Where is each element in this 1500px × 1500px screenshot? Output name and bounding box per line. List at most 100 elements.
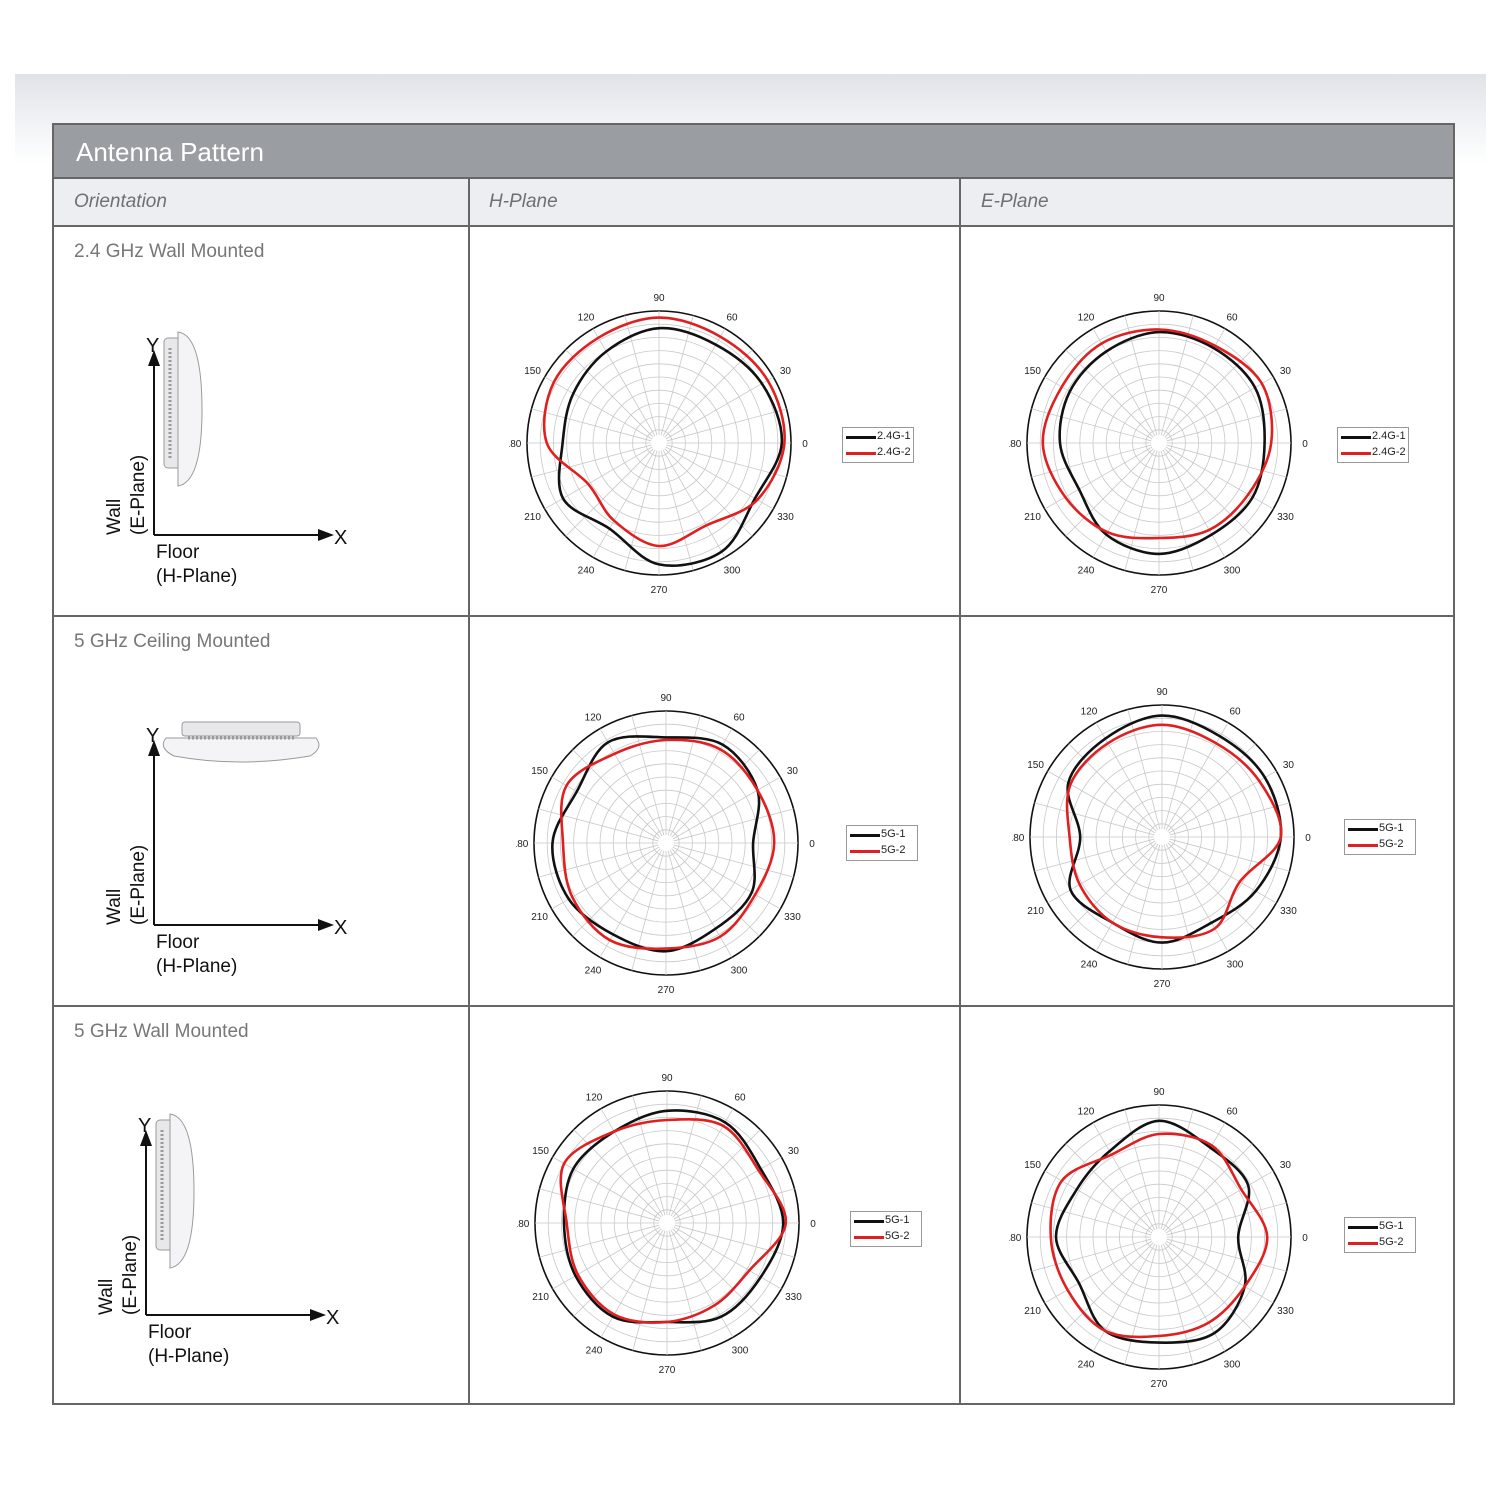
polar-angle-label: 60 xyxy=(734,1093,746,1104)
legend: 5G-1 5G-2 xyxy=(850,1211,922,1247)
polar-angle-label: 0 xyxy=(810,1219,816,1230)
legend-label: 2.4G-1 xyxy=(877,430,911,442)
polar-angle-label: 120 xyxy=(585,713,602,724)
polar-grid-spoke xyxy=(599,728,663,837)
polar-angle-label: 210 xyxy=(1024,1306,1041,1317)
polar-grid-spoke xyxy=(673,844,794,878)
polar-grid-spoke xyxy=(1065,1143,1154,1232)
polar-grid-spoke xyxy=(1124,315,1158,436)
polar-grid-spoke xyxy=(660,315,694,436)
polar-grid-spoke xyxy=(667,850,701,971)
polar-grid-spoke xyxy=(632,1230,666,1351)
legend-label: 5G-1 xyxy=(881,828,906,840)
polar-grid-spoke xyxy=(1165,376,1274,440)
polar-angle-label: 90 xyxy=(661,1073,673,1084)
floor-label: Floor xyxy=(148,1322,192,1343)
polar-angle-label: 180 xyxy=(516,839,529,850)
x-axis-label: X xyxy=(334,527,347,549)
polar-grid-spoke xyxy=(631,715,665,836)
polar-series-trace-1 xyxy=(1058,330,1266,556)
polar-grid-spoke xyxy=(669,849,733,958)
polar-grid-spoke xyxy=(632,1095,666,1216)
polar-grid-spoke xyxy=(573,1228,662,1317)
polar-grid-spoke xyxy=(669,728,733,837)
polar-grid-spoke xyxy=(674,1188,795,1222)
polar-angle-label: 300 xyxy=(731,965,748,976)
polar-angle-label: 150 xyxy=(1024,366,1041,377)
polar-grid-spoke xyxy=(1165,1240,1274,1304)
polar-angle-label: 0 xyxy=(809,839,815,850)
polar-angle-label: 330 xyxy=(784,912,801,923)
polar-angle-label: 300 xyxy=(724,565,741,576)
legend-label: 2.4G-2 xyxy=(1372,446,1406,458)
polar-angle-label: 330 xyxy=(1277,512,1294,523)
polar-series-trace-1 xyxy=(557,326,784,567)
legend: 2.4G-1 2.4G-2 xyxy=(1337,427,1409,463)
polar-grid-spoke xyxy=(662,449,726,558)
y-axis-label: Y xyxy=(146,335,159,357)
polar-grid-spoke xyxy=(1163,709,1197,830)
polar-angle-label: 120 xyxy=(586,1093,603,1104)
polar-chart-5ghz-wall-h-plane: 0 30 60 90 120 150 180 210 240 270 300 330 xyxy=(517,1073,816,1373)
polar-series-trace-2 xyxy=(559,738,776,951)
polar-angle-label: 30 xyxy=(1280,366,1292,377)
x-axis-arrow-icon xyxy=(318,919,334,931)
legend-swatch-series-2 xyxy=(854,1236,884,1239)
polar-grid-spoke xyxy=(539,1188,660,1222)
polar-series-trace-2 xyxy=(559,1117,788,1324)
wall-label: Wall xyxy=(104,499,125,535)
polar-angle-label: 150 xyxy=(1027,760,1044,771)
polar-angle-label: 150 xyxy=(524,366,541,377)
polar-angle-label: 60 xyxy=(733,713,745,724)
legend-swatch-series-2 xyxy=(1348,844,1378,847)
legend-swatch-series-2 xyxy=(1341,452,1371,455)
legend: 5G-1 5G-2 xyxy=(1344,1217,1416,1253)
polar-angle-label: 330 xyxy=(1277,1306,1294,1317)
row-divider xyxy=(54,615,1453,617)
polar-grid-spoke xyxy=(539,1224,660,1258)
polar-grid-spoke xyxy=(1124,450,1158,571)
polar-angle-label: 0 xyxy=(1302,1233,1308,1244)
polar-chart-2-4ghz-e-plane: 0 30 60 90 120 150 180 210 240 270 300 330 xyxy=(1009,293,1308,593)
y-axis-label: Y xyxy=(138,1115,151,1137)
polar-angle-label: 150 xyxy=(1024,1160,1041,1171)
polar-angle-label: 0 xyxy=(802,439,808,450)
polar-angle-label: 270 xyxy=(658,985,675,993)
polar-angle-label: 150 xyxy=(531,766,548,777)
polar-grid-spoke xyxy=(1160,450,1194,571)
polar-angle-label: 60 xyxy=(1226,1107,1238,1118)
polar-grid-spoke xyxy=(1167,842,1256,931)
polar-grid-spoke xyxy=(664,349,753,438)
polar-grid-spoke xyxy=(1034,838,1155,872)
polar-grid-spoke xyxy=(1168,840,1277,904)
polar-grid-spoke xyxy=(662,328,726,437)
e-plane-label: (E-Plane) xyxy=(120,1235,141,1315)
legend-label: 2.4G-2 xyxy=(877,446,911,458)
polar-angle-label: 90 xyxy=(1153,1087,1165,1098)
polar-grid-spoke xyxy=(672,846,781,910)
x-axis-label: X xyxy=(326,1307,339,1329)
polar-grid-spoke xyxy=(624,450,658,571)
polar-grid-spoke xyxy=(1169,838,1290,872)
legend-swatch-series-1 xyxy=(846,436,876,439)
legend-label: 5G-2 xyxy=(1379,1236,1404,1248)
polar-angle-label: 240 xyxy=(586,1345,603,1356)
polar-angle-label: 30 xyxy=(788,1146,800,1157)
polar-angle-label: 120 xyxy=(1081,707,1098,718)
polar-chart-5ghz-ceiling-h-plane: 0 30 60 90 120 150 180 210 240 270 300 330 xyxy=(516,693,815,993)
polar-angle-label: 120 xyxy=(578,313,595,324)
polar-grid-spoke xyxy=(673,1226,782,1290)
polar-angle-label: 90 xyxy=(1156,687,1168,698)
table-header-row: Orientation H-Plane E-Plane xyxy=(54,179,1453,227)
polar-angle-label: 180 xyxy=(1009,1233,1022,1244)
polar-chart-2-4ghz-h-plane: 0 30 60 90 120 150 180 210 240 270 300 330 xyxy=(509,293,808,593)
polar-angle-label: 150 xyxy=(532,1146,549,1157)
polar-angle-label: 120 xyxy=(1078,1107,1095,1118)
polar-grid-spoke xyxy=(1047,770,1156,834)
h-plane-label: (H-Plane) xyxy=(156,956,237,977)
polar-grid-spoke xyxy=(1160,1244,1194,1365)
polar-series-trace-2 xyxy=(542,316,786,548)
polar-grid-spoke xyxy=(1169,802,1290,836)
floor-label: Floor xyxy=(156,542,200,563)
polar-angle-label: 210 xyxy=(531,912,548,923)
